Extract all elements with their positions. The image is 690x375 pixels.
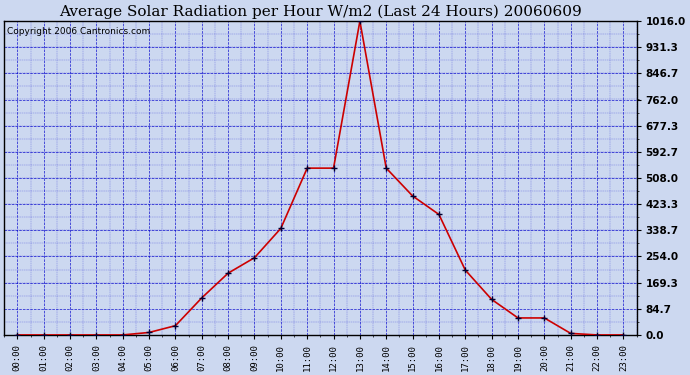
Title: Average Solar Radiation per Hour W/m2 (Last 24 Hours) 20060609: Average Solar Radiation per Hour W/m2 (L… [59, 4, 582, 18]
Text: Copyright 2006 Cantronics.com: Copyright 2006 Cantronics.com [8, 27, 150, 36]
